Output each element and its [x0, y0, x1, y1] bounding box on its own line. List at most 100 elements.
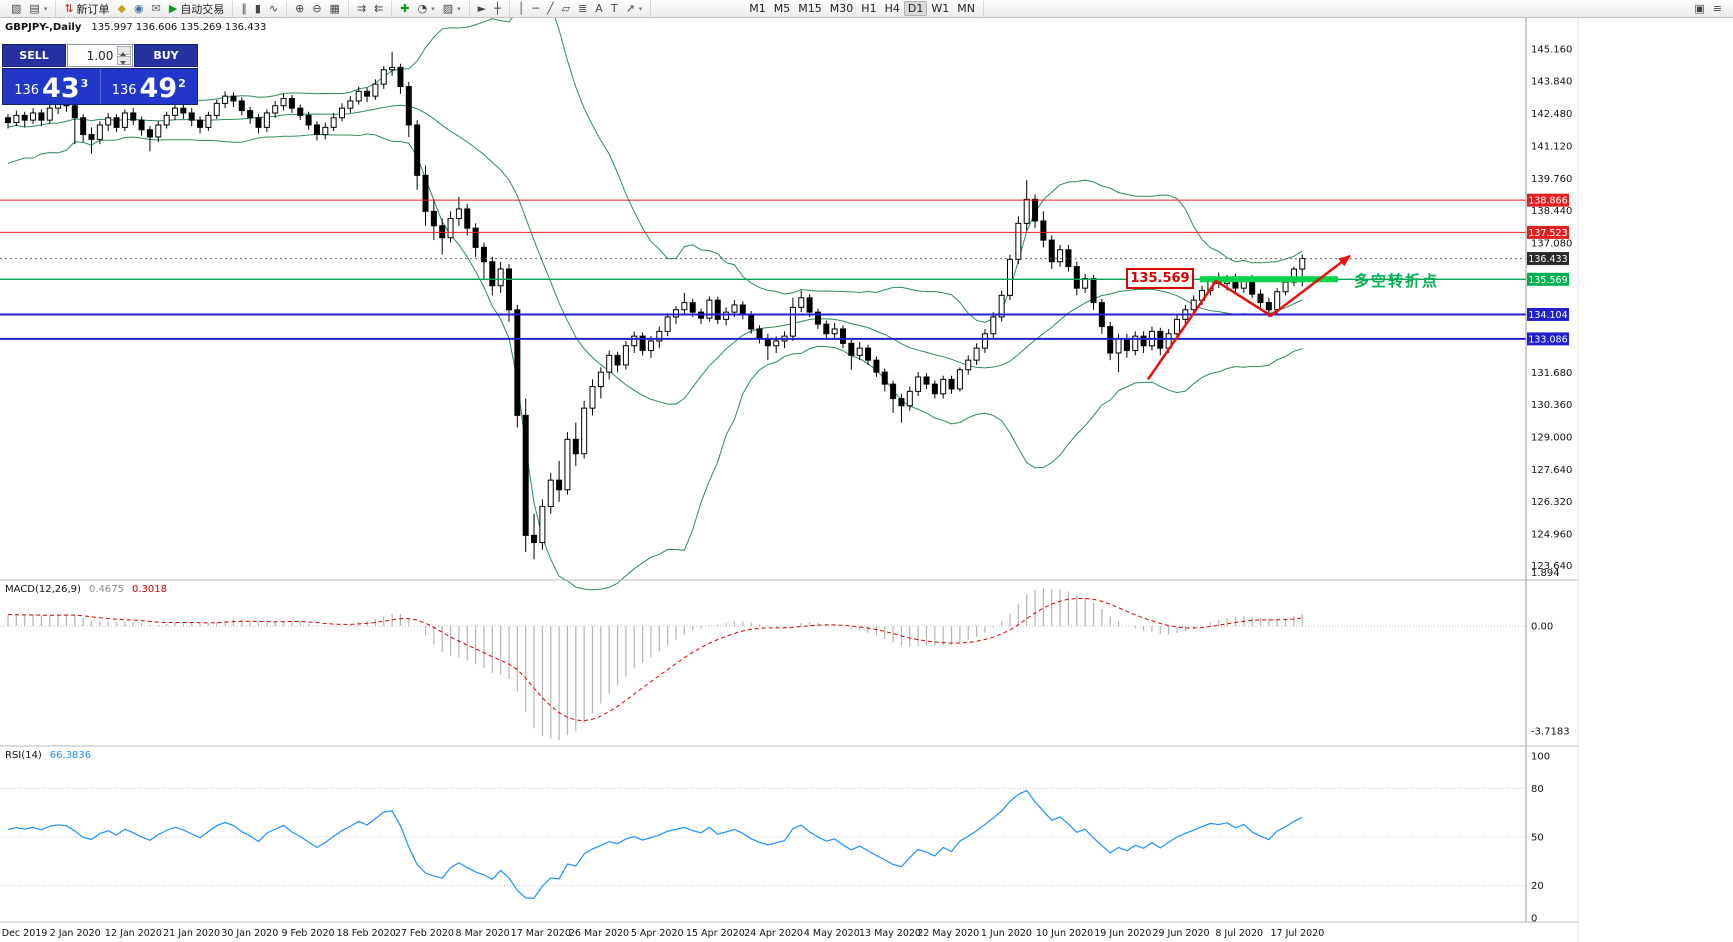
tf-mn-button[interactable]: MN [953, 1, 979, 16]
dropdown-arrow-icon[interactable]: ▾ [43, 4, 48, 13]
tf-m5-button[interactable]: M5 [770, 1, 795, 16]
price-level-annotation[interactable]: 135.569 [1126, 268, 1194, 289]
new-order-button[interactable]: ⇅ 新订单 [60, 1, 113, 16]
dropdown-arrow-icon[interactable]: ▾ [431, 4, 435, 13]
arrows-icon: ↗ [625, 2, 635, 15]
volume-up-icon[interactable] [117, 46, 131, 56]
toolbar-group-zoom: ⊕ ⊖ ▦ [287, 0, 349, 17]
zoom-in-button[interactable]: ⊕ [291, 1, 308, 16]
channel-button[interactable]: ▱ [558, 1, 574, 16]
autotrading-button-label: 自动交易 [180, 2, 225, 16]
new-chart-icon: ▧ [11, 2, 22, 15]
tf-h4-button[interactable]: H4 [881, 1, 904, 16]
rsi-value: 66.3836 [49, 750, 92, 761]
menu-button[interactable]: ≡ [1709, 1, 1726, 16]
volume-spinner[interactable]: 1.00 [67, 44, 133, 67]
periods-button[interactable]: ◔ ▾ [414, 1, 439, 16]
time-axis-label: 13 May 2020 [859, 928, 921, 939]
horizontal-line-button[interactable]: ─ [528, 1, 543, 16]
templates-button[interactable]: ▨ ▾ [439, 1, 465, 16]
crosshair-icon: ┼ [494, 2, 501, 15]
metaeditor-button[interactable]: ◆ [114, 1, 130, 16]
tile-windows-button[interactable]: ▦ [326, 1, 344, 16]
tf-m30-button[interactable]: M30 [826, 1, 858, 16]
time-axis-label: 17 Jul 2020 [1271, 928, 1325, 939]
autotrading-button[interactable]: ▶ 自动交易 [165, 1, 228, 16]
tile-windows-icon: ▦ [329, 2, 340, 15]
sell-price[interactable]: 136 43 3 [3, 69, 101, 104]
price-axis-label: 123.640 [1531, 561, 1572, 572]
chart-shift-button[interactable]: ⇇ [370, 1, 387, 16]
candlestick-chart-button[interactable]: ▮ [251, 1, 265, 16]
dropdown-arrow-icon[interactable]: ▾ [457, 4, 461, 13]
tf-h1-button-label: H1 [861, 2, 877, 15]
time-axis-label: 12 Jan 2020 [105, 928, 162, 939]
auto-scroll-button[interactable]: ⇉ [353, 1, 370, 16]
tf-m15-button[interactable]: M15 [794, 1, 826, 16]
time-axis-label: 4 May 2020 [804, 928, 860, 939]
tf-m1-button[interactable]: M1 [745, 1, 770, 16]
rsi-panel: 100 80 50 20 0 [0, 752, 1550, 925]
macd-axis-label: -3.7183 [1531, 726, 1570, 737]
price-axis-label: 143.840 [1531, 76, 1572, 87]
tf-h1-button[interactable]: H1 [857, 1, 880, 16]
buy-price[interactable]: 136 49 2 [111, 73, 186, 104]
dropdown-arrow-icon[interactable]: ▾ [638, 4, 643, 13]
ohlc-values: 135.997 136.606 135.269 136.433 [91, 22, 267, 33]
time-axis-label: 15 Apr 2020 [686, 928, 745, 939]
vertical-line-button[interactable]: │ [514, 1, 529, 16]
time-axis-label: 26 Mar 2020 [569, 928, 629, 939]
time-axis-label: 24 Apr 2020 [744, 928, 803, 939]
macd-label: MACD(12,26,9) 0.4675 0.3018 [5, 584, 167, 595]
zoom-out-button[interactable]: ⊖ [308, 1, 325, 16]
text-label-button[interactable]: T [607, 1, 622, 16]
price-axis-label: 131.680 [1531, 368, 1572, 379]
volume-down-icon[interactable] [117, 56, 131, 65]
price-axis-tag [1527, 225, 1569, 239]
fibonacci-button[interactable]: ≣ [574, 1, 591, 16]
tf-w1-button-label: W1 [931, 2, 950, 15]
tf-m30-button-label: M30 [829, 2, 854, 15]
tf-w1-button[interactable]: W1 [927, 1, 953, 16]
crosshair-button[interactable]: ┼ [490, 1, 505, 16]
mail-button[interactable]: ✉ [148, 1, 165, 16]
toolbar-group-cursor: ► ┼ [470, 0, 510, 17]
line-chart-icon: ∿ [268, 2, 279, 15]
bar-chart-button[interactable]: ∥ [237, 1, 251, 16]
text-button[interactable]: A [591, 1, 607, 16]
macd-signal-line [7, 597, 1303, 722]
auto-scroll-icon: ⇉ [356, 2, 367, 15]
trendline-button[interactable]: ╱ [543, 1, 558, 16]
arrows-button[interactable]: ↗ ▾ [622, 1, 647, 16]
tf-d1-button[interactable]: D1 [903, 1, 928, 16]
buy-button[interactable]: BUY [134, 44, 198, 67]
sell-button[interactable]: SELL [2, 44, 66, 67]
svg-text:136.433: 136.433 [1528, 254, 1567, 265]
pivot-annotation[interactable]: 多空转折点 [1354, 272, 1440, 290]
svg-text:138.866: 138.866 [1528, 196, 1567, 207]
time-axis-label: 22 May 2020 [917, 928, 979, 939]
new-chart-button[interactable]: ▧ [7, 1, 25, 16]
mail-icon: ✉ [151, 2, 161, 15]
rsi-axis-label: 50 [1531, 833, 1544, 844]
time-axis-label: 1 Jun 2020 [981, 928, 1032, 939]
indicators-button[interactable]: ✚ [396, 1, 413, 16]
time-axis-label: 8 Mar 2020 [456, 928, 510, 939]
macd-panel: 1.894 0.00 -3.7183 [0, 568, 1570, 740]
time-axis-label: 19 Jun 2020 [1094, 928, 1151, 939]
toolbar-group-charts: ▧ ▤ ▾ [3, 0, 57, 17]
zoom-in-icon: ⊕ [295, 2, 305, 15]
alerts-button[interactable]: ◉ [130, 1, 148, 16]
profiles-button[interactable]: ▤ ▾ [25, 1, 51, 16]
cursor-button[interactable]: ► [474, 1, 490, 16]
macd-signal-value: 0.3018 [131, 584, 167, 595]
rsi-axis-label: 100 [1531, 752, 1550, 763]
zoom-out-icon: ⊖ [312, 2, 322, 15]
dock-button[interactable]: ▣ [1690, 1, 1708, 16]
bollinger-bands-layer [7, 18, 1303, 591]
line-chart-button[interactable]: ∿ [265, 1, 282, 16]
chart-canvas[interactable]: 1.894 0.00 -3.7183 100 80 50 20 0 145.160 143.840… [0, 18, 1733, 942]
tf-d1-button-label: D1 [907, 2, 924, 15]
svg-text:135.569: 135.569 [1528, 275, 1567, 286]
